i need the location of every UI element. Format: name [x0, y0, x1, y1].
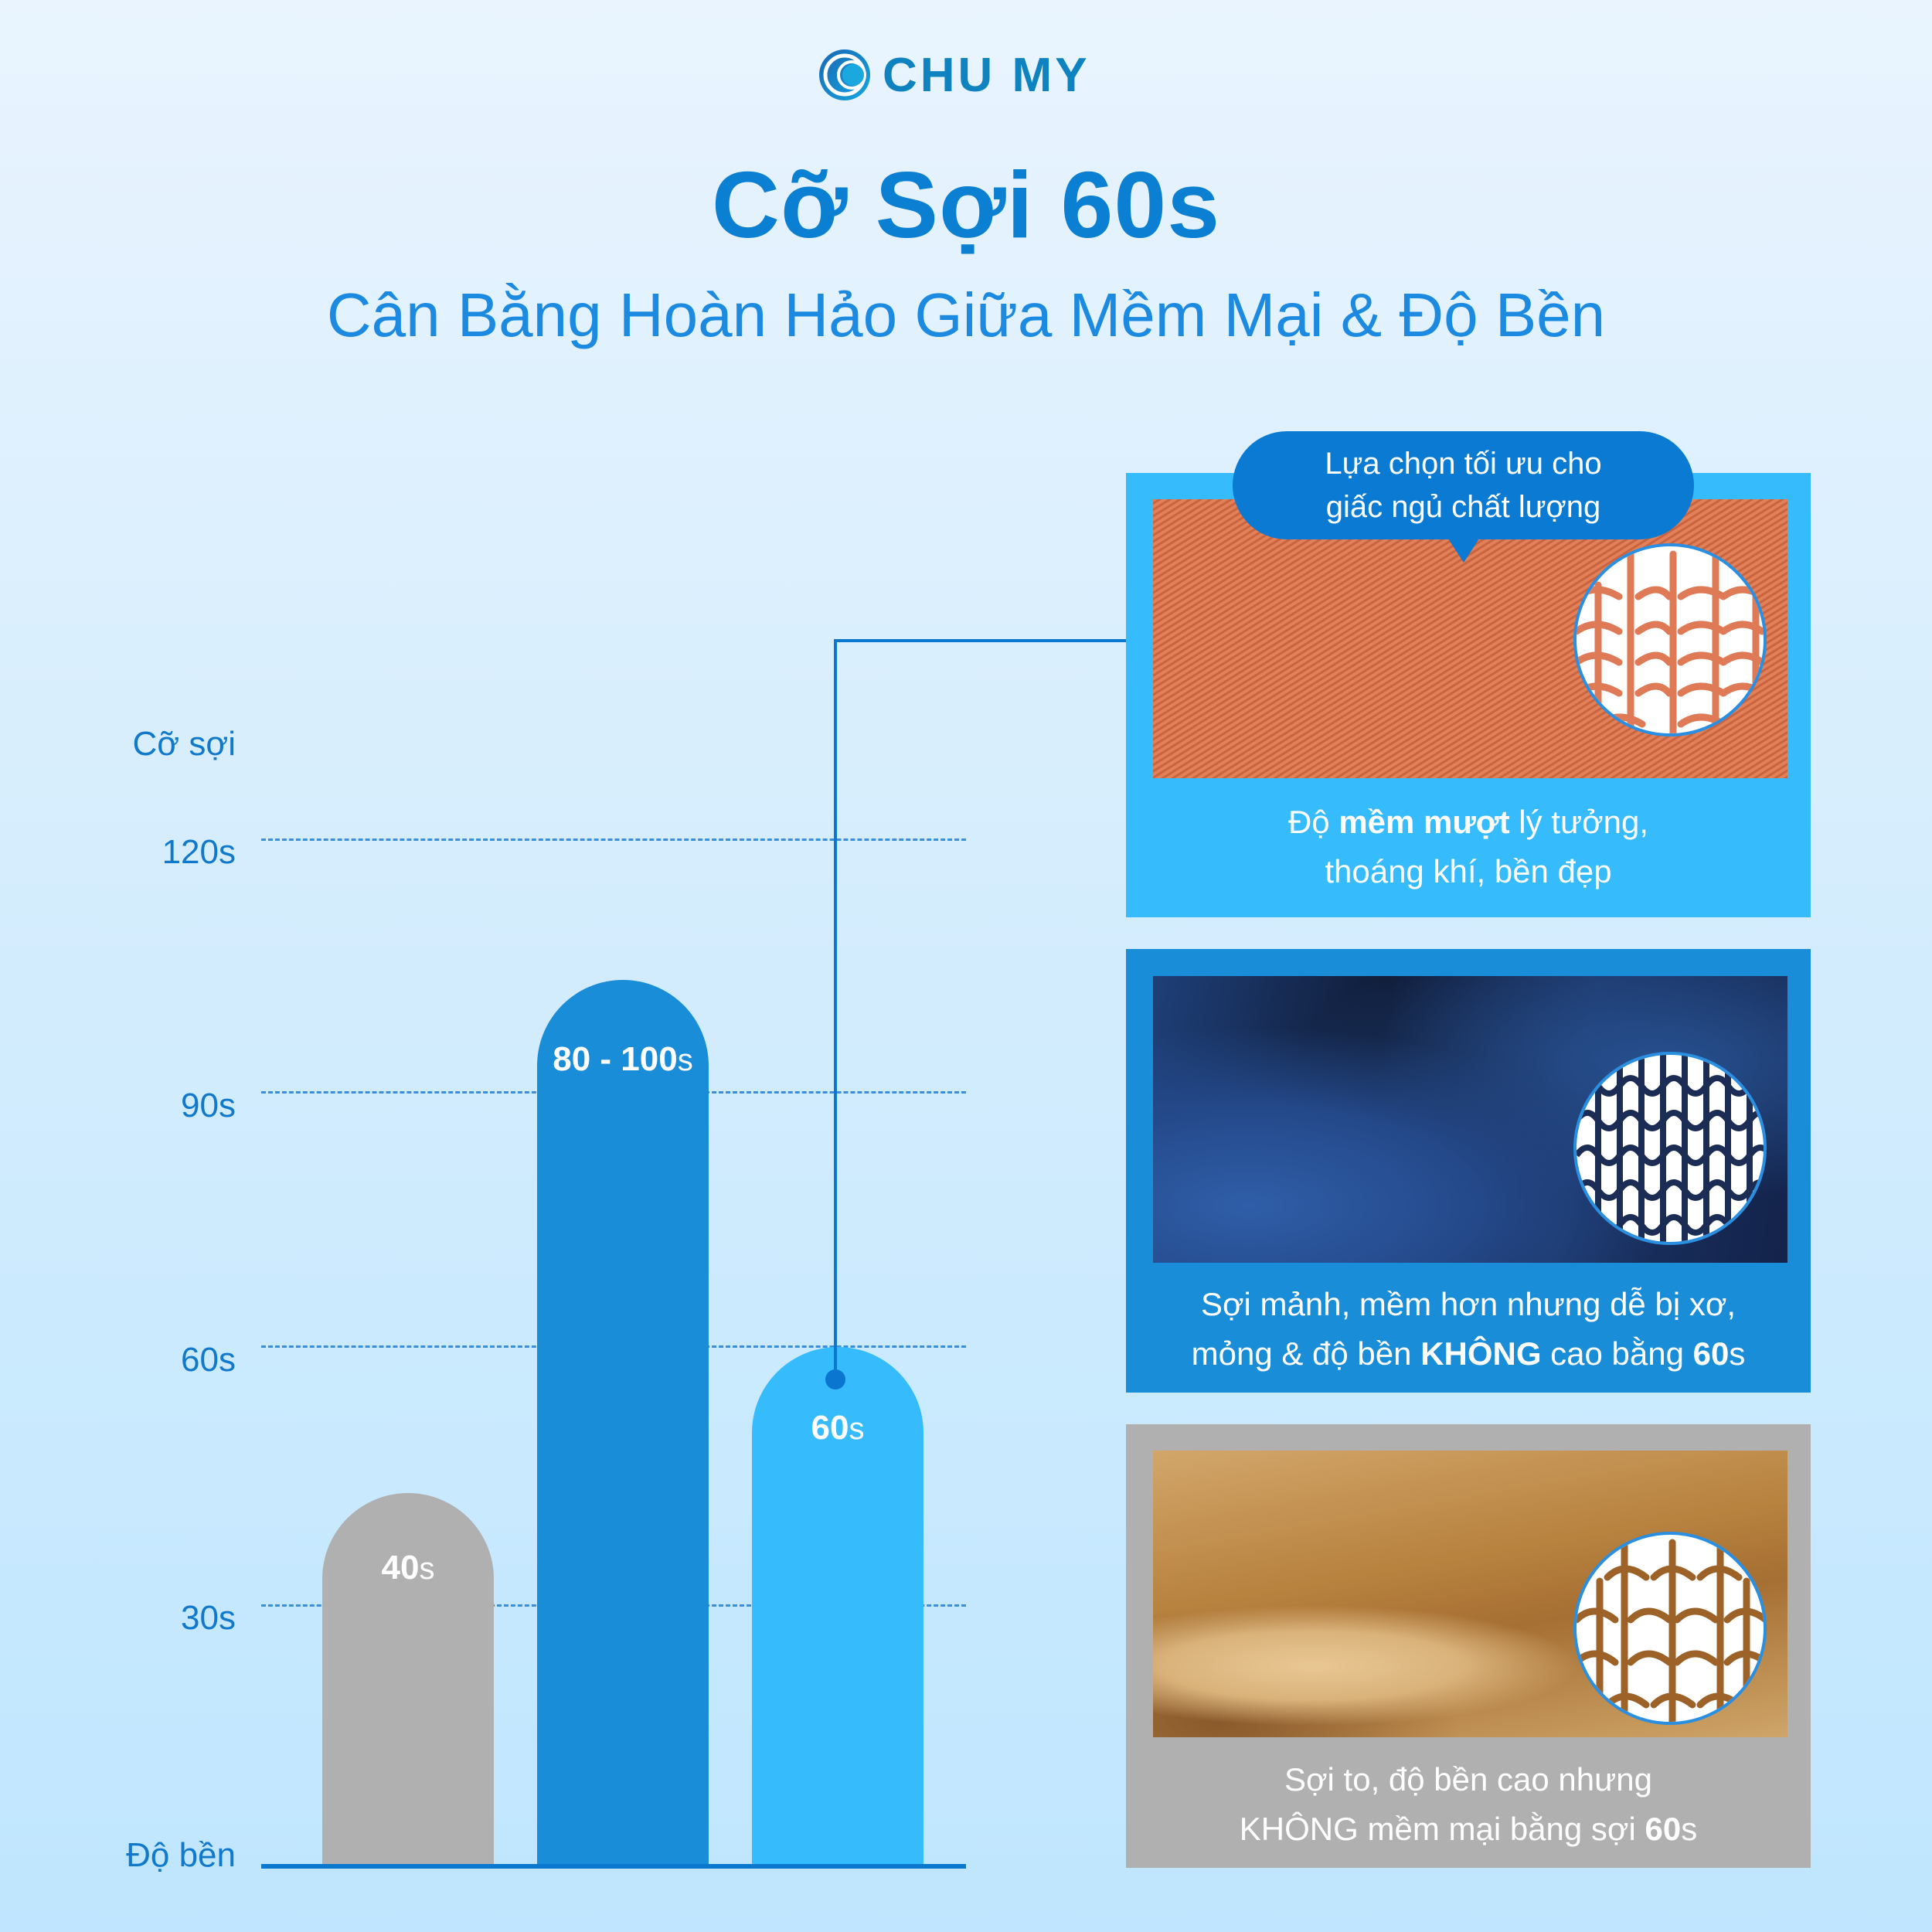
callout-bubble: Lựa chọn tối ưu cho giấc ngủ chất lượng [1233, 431, 1694, 539]
card-80-100s: Sợi mảnh, mềm hơn nhưng dễ bị xơ, mỏng &… [1126, 949, 1811, 1393]
bar-label: 40s [381, 1549, 435, 1587]
brand-logo: CHU MY [818, 48, 1090, 102]
card-description: Sợi mảnh, mềm hơn nhưng dễ bị xơ, mỏng &… [1191, 1286, 1746, 1372]
y-tick-60: 60s [181, 1341, 236, 1379]
callout-line: giấc ngủ chất lượng [1325, 490, 1601, 524]
gridline-120 [261, 838, 966, 841]
callout-line: Lựa chọn tối ưu cho [1325, 447, 1602, 481]
connector-line [834, 639, 837, 1379]
connector-dot-icon [825, 1369, 845, 1389]
bar-label: 80 - 100s [553, 1040, 693, 1078]
y-tick-120: 120s [162, 833, 236, 871]
weave-diagram-icon [1573, 543, 1767, 736]
connector-line [835, 639, 1126, 642]
fabric-image-tan [1153, 1451, 1787, 1737]
brand-name: CHU MY [883, 48, 1090, 102]
x-axis-baseline [261, 1864, 966, 1869]
y-axis-title: Cỡ sợi [132, 725, 236, 763]
bar-80-100s: 80 - 100s [537, 980, 709, 1866]
y-tick-90: 90s [181, 1087, 236, 1124]
page-subtitle: Cân Bằng Hoàn Hảo Giữa Mềm Mại & Độ Bền [326, 281, 1606, 349]
bar-label: 60s [811, 1409, 865, 1447]
card-description: Độ mềm mượt lý tưởng, thoáng khí, bền đẹ… [1287, 804, 1649, 889]
bar-60s: 60s [752, 1347, 923, 1866]
fabric-image-navy [1153, 976, 1787, 1263]
page-title: Cỡ Sợi 60s [711, 152, 1221, 257]
card-description: Sợi to, độ bền cao nhưng KHÔNG mềm mại b… [1239, 1761, 1698, 1847]
weave-diagram-icon [1573, 1532, 1767, 1725]
callout-tail-icon [1447, 536, 1481, 563]
bar-40s: 40s [322, 1493, 494, 1866]
x-axis-title: Độ bền [126, 1836, 236, 1874]
crescent-circle-icon [819, 49, 870, 100]
weave-diagram-icon [1573, 1052, 1767, 1245]
y-tick-30: 30s [181, 1599, 236, 1637]
card-40s: Sợi to, độ bền cao nhưng KHÔNG mềm mại b… [1126, 1424, 1811, 1868]
